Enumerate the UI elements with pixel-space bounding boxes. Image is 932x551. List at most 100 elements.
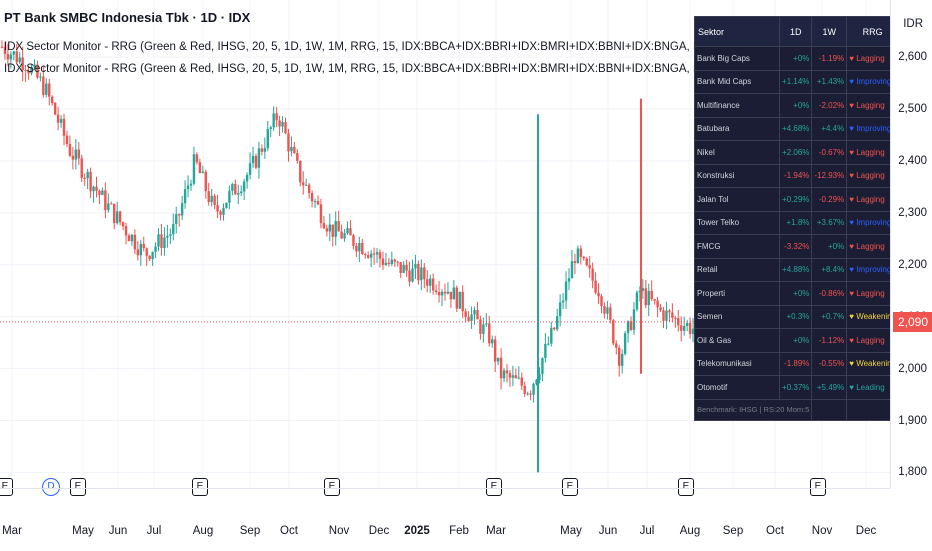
sector-name: Otomotif <box>693 375 781 400</box>
candle-body <box>369 253 373 258</box>
time-tick: May <box>560 525 582 537</box>
candle-body <box>682 326 686 331</box>
candle-body <box>473 310 476 315</box>
earnings-marker[interactable]: E <box>486 478 502 496</box>
candle-body <box>644 288 647 306</box>
candle-body <box>662 310 665 321</box>
sector-1w-change: -0.67% <box>811 140 848 165</box>
candle-body <box>65 135 69 145</box>
candle-body <box>555 316 559 330</box>
candle-body <box>254 155 258 168</box>
sector-name: Konstruksi <box>693 163 781 188</box>
candle-body <box>77 149 80 159</box>
candle-body <box>405 264 408 271</box>
sector-1w-change: +5.49% <box>811 375 848 400</box>
candle-body <box>257 148 261 168</box>
candle-body <box>172 223 175 235</box>
candle-body <box>355 245 358 252</box>
earnings-marker[interactable]: E <box>70 478 86 496</box>
price-tick: 1,800 <box>898 466 927 479</box>
candle-body <box>591 268 594 281</box>
candle-body <box>641 288 645 291</box>
time-tick: Nov <box>328 525 350 537</box>
candle-body <box>553 327 556 330</box>
earnings-marker[interactable]: E <box>192 478 208 496</box>
candle-body <box>579 248 583 257</box>
time-tick: Jul <box>639 525 655 537</box>
heart-icon: ♥ <box>849 288 857 298</box>
sector-1d-change: -3.32% <box>779 234 813 259</box>
sector-row: Bank Big Caps +0% -1.19% ♥ Lagging <box>693 46 900 71</box>
candle-body <box>216 205 219 212</box>
candle-body <box>166 235 169 238</box>
price-tick: 2,500 <box>898 103 927 116</box>
price-tick: 2,000 <box>898 362 927 375</box>
candle-body <box>234 183 237 195</box>
rrg-label: Improving <box>856 77 892 87</box>
candle-body <box>623 333 627 354</box>
candle-body <box>393 259 396 262</box>
candle-body <box>564 281 568 301</box>
symbol-title[interactable]: PT Bank SMBC Indonesia Tbk · 1D · IDX <box>4 10 251 25</box>
candle-body <box>384 262 388 265</box>
heart-icon: ♥ <box>849 194 857 204</box>
dividend-marker[interactable]: D <box>42 478 60 496</box>
benchmark-label: Benchmark: IHSG | RS:20 Mom:5 <box>693 398 813 421</box>
candle-body <box>186 185 190 190</box>
indicator-legend-1[interactable]: IDX Sector Monitor - RRG (Green & Red, I… <box>4 41 890 53</box>
candle-body <box>491 339 494 344</box>
earnings-marker[interactable]: E <box>562 478 578 496</box>
candle-body <box>526 393 529 395</box>
candle-body <box>118 211 122 223</box>
candle-body <box>204 171 207 192</box>
time-tick: Jun <box>598 525 618 537</box>
candle-body <box>529 393 532 395</box>
heart-icon: ♥ <box>849 100 857 110</box>
candle-body <box>290 146 293 152</box>
price-tick: 2,600 <box>898 51 927 64</box>
earnings-marker[interactable]: E <box>324 478 340 496</box>
sector-row: FMCG -3.32% +0% ♥ Lagging <box>693 234 900 259</box>
candle-body <box>479 319 482 334</box>
candle-body <box>142 243 145 249</box>
candle-body <box>505 370 509 374</box>
sector-1d-change: +4.88% <box>779 257 813 282</box>
earnings-marker[interactable]: E <box>810 478 826 496</box>
candle-body <box>192 154 196 184</box>
earnings-marker[interactable]: E <box>0 478 13 496</box>
candle-body <box>520 377 523 386</box>
time-axis[interactable]: Mar May Jun Jul Aug Sep Oct Nov Dec 2025 Feb Mar May… <box>0 488 890 551</box>
candle-body <box>269 127 272 130</box>
candle-body <box>51 96 54 104</box>
candle-body <box>387 262 391 265</box>
candle-body <box>544 343 547 359</box>
candle-body <box>263 148 267 152</box>
candle-body <box>620 353 624 366</box>
heart-icon: ♥ <box>849 335 857 345</box>
candle-body <box>523 385 526 394</box>
earnings-marker[interactable]: E <box>678 478 694 496</box>
candle-body <box>136 249 140 256</box>
candle-body <box>573 261 577 264</box>
candle-body <box>145 248 148 256</box>
candle-body <box>284 122 287 134</box>
price-axis[interactable]: IDR 2,6002,5002,4002,3002,2002,1002,0001… <box>890 0 932 488</box>
rrg-label: Improving <box>856 218 892 228</box>
currency-label[interactable]: IDR <box>903 18 923 30</box>
candle-body <box>251 155 255 164</box>
candle-body <box>372 253 376 255</box>
candle-body <box>594 280 597 293</box>
candle-body <box>107 203 110 211</box>
candle-body <box>461 291 464 312</box>
candle-body <box>48 83 51 97</box>
heart-icon: ♥ <box>849 124 857 134</box>
candle-body <box>240 191 243 193</box>
sector-1w-change: -0.29% <box>811 187 848 212</box>
candle-body <box>541 358 544 375</box>
sector-1d-change: +0% <box>779 46 813 71</box>
sector-row: Batubara +4.68% +4.4% ♥ Improving <box>693 116 900 141</box>
candle-body <box>59 118 63 123</box>
candle-body <box>313 201 317 203</box>
indicator-legend-2[interactable]: IDX Sector Monitor - RRG (Green & Red, I… <box>4 63 890 75</box>
time-tick: Dec <box>855 525 877 537</box>
